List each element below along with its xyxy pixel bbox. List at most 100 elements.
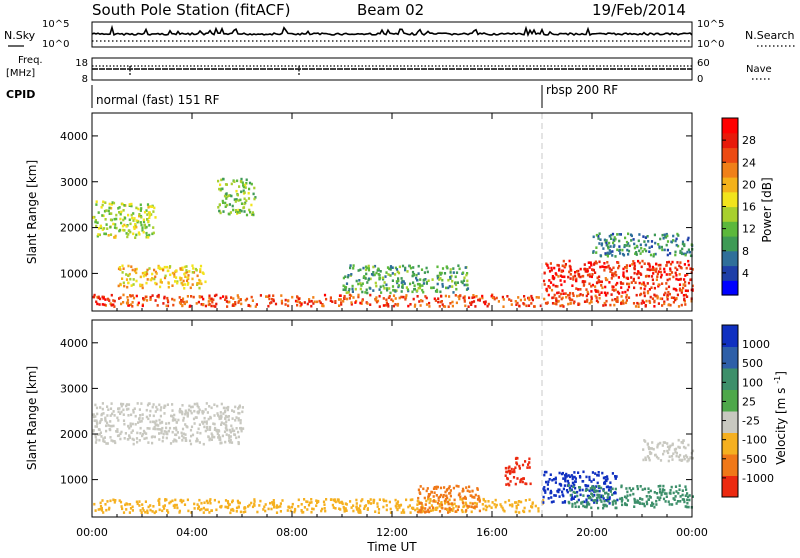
power-cell-3-885	[225, 183, 228, 186]
power-cell-1-567	[134, 236, 137, 239]
velocity-cell-5-1251	[604, 492, 607, 495]
velocity-cell-0-43	[240, 429, 243, 433]
power-cell-0-467	[287, 299, 290, 303]
velocity-cell-4-1207	[554, 477, 557, 481]
power-cell-5-1377	[672, 287, 675, 291]
power-cell-5-1522	[676, 293, 679, 297]
power-cell-4-1072	[352, 267, 355, 270]
velocity-cell-0-341	[101, 407, 104, 411]
power-cell-4-981	[432, 286, 435, 289]
velocity-cell-5-1317	[681, 498, 684, 501]
power-cell-5-1301	[584, 270, 587, 273]
power-cell-0-46	[634, 305, 638, 308]
power-cell-4-977	[373, 264, 377, 268]
power-cell-1-589	[148, 224, 151, 227]
velocity-cell-1-864	[329, 498, 333, 501]
velocity-cell-3-1003	[507, 482, 510, 486]
power-cell-0-377	[523, 298, 526, 301]
power-cell-5-1455	[560, 270, 563, 273]
power-cell-0-30	[463, 300, 466, 303]
power-cell-0-499	[518, 304, 521, 308]
power-cell-1-528	[108, 212, 111, 215]
power-cell-3-853	[225, 197, 228, 200]
power-cell-0-184	[103, 303, 106, 307]
power-cell-6-1600	[597, 237, 600, 240]
power-cell-4-1116	[401, 283, 404, 287]
power-cell-5-1489	[622, 274, 625, 277]
power-cell-0-62	[583, 300, 587, 303]
velocity-cell-0-149	[154, 410, 157, 413]
power-cell-5-1309	[603, 269, 606, 272]
velocity-cell-1-655	[162, 505, 165, 508]
power-cell-2-743	[146, 272, 149, 276]
velocity-cell-1-659	[523, 506, 526, 510]
velocity-cell-2-995	[427, 494, 431, 498]
velocity-cell-5-1394	[653, 505, 656, 509]
power-cell-0-3	[343, 295, 346, 298]
velocity-cell-1-604	[376, 502, 379, 505]
power-cell-4-976	[401, 264, 405, 268]
power-cell-6-1652	[680, 252, 684, 256]
velocity-cell-5-1282	[621, 498, 624, 502]
velocity-cell-1-853	[514, 501, 517, 504]
power-cell-1-610	[145, 231, 148, 235]
velocity-cell-4-1175	[614, 477, 617, 480]
power-cell-1-664	[135, 233, 138, 237]
power-cell-1-604	[148, 216, 151, 220]
velocity-cell-5-1346	[601, 494, 605, 498]
freq-tick-top: 18	[75, 58, 88, 69]
power-cell-1-652	[104, 218, 107, 221]
velocity-cell-4-1145	[570, 484, 573, 488]
velocity-cell-0-175	[181, 439, 184, 442]
power-cell-0-87	[625, 299, 628, 302]
velocity-cell-1-468	[451, 504, 454, 507]
power-cell-1-636	[135, 206, 138, 210]
power-cell-4-1034	[361, 282, 364, 285]
power-cell-5-1290	[606, 278, 609, 282]
velocity-cell-6-1450	[646, 455, 649, 458]
power-cell-0-23	[385, 298, 388, 302]
power-cell-0-367	[122, 293, 125, 297]
power-cell-0-272	[556, 300, 559, 303]
power-cell-6-1588	[648, 250, 651, 253]
velocity-cell-5-1414	[686, 501, 689, 505]
power-cell-0-4	[477, 298, 480, 302]
power-cell-1-648	[152, 226, 155, 229]
power-cell-2-674	[181, 268, 184, 271]
velocity-cell-0-179	[118, 407, 121, 410]
power-cell-0-354	[331, 300, 334, 303]
velocity-cell-0-210	[94, 425, 97, 428]
velocity-cell-2-946	[423, 496, 426, 500]
power-cell-5-1506	[584, 267, 587, 271]
velocity-cell-0-69	[107, 424, 110, 427]
power-cell-1-555	[132, 225, 136, 229]
velocity-colorbar-tick-label-6: -500	[742, 453, 767, 466]
velocity-cell-5-1247	[577, 505, 580, 509]
velocity-cell-2-900	[448, 506, 451, 510]
velocity-cell-1-724	[139, 509, 142, 512]
power-cell-5-1223	[626, 282, 629, 286]
power-cell-2-679	[146, 278, 149, 281]
power-cell-5-1405	[543, 271, 546, 275]
power-cell-1-566	[142, 230, 145, 234]
velocity-cell-6-1471	[677, 438, 680, 442]
power-cell-2-742	[183, 265, 186, 269]
power-cell-4-914	[385, 287, 388, 290]
velocity-cell-1-806	[158, 501, 161, 504]
velocity-colorbar-tick-label-1: 500	[742, 357, 763, 370]
velocity-cell-3-1034	[519, 479, 522, 482]
velocity-cell-0-114	[154, 421, 157, 425]
power-cell-5-1454	[689, 278, 692, 282]
power-cell-0-487	[173, 298, 176, 302]
power-cell-0-426	[101, 303, 104, 306]
velocity-cell-1-757	[493, 503, 496, 506]
power-cell-2-766	[153, 277, 156, 281]
velocity-colorbar-label: Velocity [m s -1]	[773, 371, 788, 465]
velocity-cell-5-1406	[687, 495, 690, 498]
velocity-cell-4-1214	[590, 498, 593, 502]
velocity-cell-1-441	[361, 498, 364, 501]
power-cell-3-847	[231, 204, 234, 208]
power-cell-4-937	[351, 290, 354, 293]
power-cell-0-420	[595, 299, 598, 302]
